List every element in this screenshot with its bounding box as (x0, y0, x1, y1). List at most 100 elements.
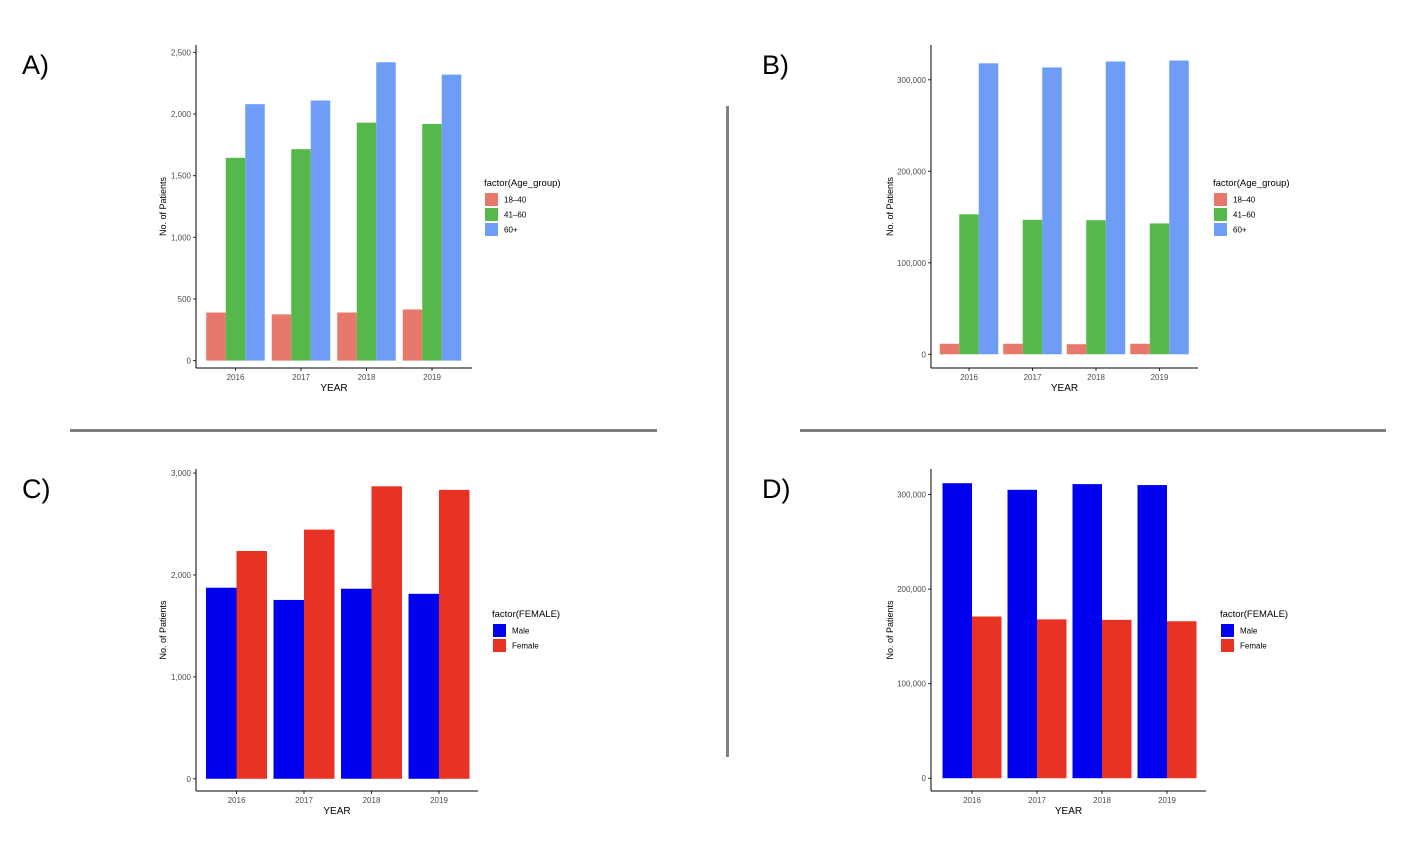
chart-d-ytick-label: 0 (922, 774, 927, 783)
chart-c-bar-2018-female (371, 486, 402, 779)
chart-d-xtick-label: 2017 (1028, 796, 1046, 805)
chart-a-bar-2019-1840 (402, 309, 423, 361)
chart-c-ytick-label: 0 (187, 775, 192, 784)
chart-b-legend-title: factor(Age_group) (1213, 178, 1290, 189)
chart-a-xtick-label: 2017 (292, 373, 310, 382)
chart-b-ytick-label: 300,000 (897, 76, 926, 85)
vertical-divider (726, 106, 729, 757)
chart-d-xtick-label: 2018 (1093, 796, 1111, 805)
chart-d-legend-label: Female (1240, 642, 1267, 651)
chart-d-bar-2019-female (1167, 621, 1197, 779)
chart-c-legend-label: Male (512, 627, 530, 636)
chart-c-legend-key (493, 639, 506, 652)
chart-d-xtick-label: 2019 (1158, 796, 1176, 805)
chart-d-legend-key (1221, 639, 1234, 652)
chart-c-xtick-label: 2017 (295, 796, 313, 805)
chart-a-bar-2017-60 (310, 100, 331, 361)
chart-a-xtick-label: 2019 (423, 373, 441, 382)
chart-c-ytick-label: 1,000 (171, 673, 192, 682)
chart-d-bar-2017-female (1037, 619, 1067, 779)
chart-b-legend-key (1214, 193, 1227, 206)
chart-b-bar-2017-60 (1042, 67, 1062, 355)
chart-c-xtick-label: 2016 (228, 796, 246, 805)
chart-a-bar-2019-60 (441, 74, 462, 361)
chart-a-bar-2017-1840 (271, 314, 292, 361)
chart-a-ytick-label: 2,500 (171, 48, 192, 57)
chart-a-ytick-label: 2,000 (171, 110, 192, 119)
chart-a-bar-2018-4160 (356, 122, 377, 361)
chart-a-xtick-label: 2016 (227, 373, 245, 382)
chart-d-ytick-label: 300,000 (897, 491, 926, 500)
chart-a-bar-2016-4160 (225, 157, 246, 361)
chart-c-bar-2019-female (439, 489, 470, 779)
chart-b-xlabel: YEAR (1051, 383, 1078, 394)
chart-b-legend-label: 60+ (1233, 226, 1247, 235)
chart-b-legend-label: 41–60 (1233, 211, 1256, 220)
horizontal-divider-right (800, 429, 1386, 432)
chart-a-bar-2016-1840 (206, 312, 226, 361)
chart-a-legend-title: factor(Age_group) (484, 178, 561, 189)
chart-d-bar-2019-male (1137, 485, 1167, 779)
chart-c-legend-label: Female (512, 642, 539, 651)
chart-d-ytick-label: 100,000 (897, 680, 926, 689)
chart-b-bar-2016-1840 (939, 343, 960, 355)
chart-c-xtick-label: 2018 (363, 796, 381, 805)
chart-b-bar-2016-60 (978, 63, 999, 355)
chart-d-ytick-label: 200,000 (897, 585, 926, 594)
chart-d-legend-title: factor(FEMALE) (1220, 609, 1288, 620)
chart-d-xtick-label: 2016 (963, 796, 981, 805)
chart-a-legend-label: 60+ (504, 226, 518, 235)
chart-c-ytick-label: 2,000 (171, 571, 192, 580)
panel-label-c: C) (22, 474, 51, 504)
chart-b-bar-2019-1840 (1130, 343, 1150, 355)
chart-c-xtick-label: 2019 (430, 796, 448, 805)
chart-a-xlabel: YEAR (320, 383, 347, 394)
horizontal-divider-left (70, 429, 657, 432)
chart-c-bar-2018-male (341, 588, 372, 779)
chart-d-legend-label: Male (1240, 627, 1258, 636)
panel-label-d: D) (762, 474, 791, 504)
chart-a-ylabel: No. of Patients (158, 176, 168, 236)
chart-a-bar-2017-4160 (291, 149, 311, 361)
chart-b-ytick-label: 0 (922, 350, 927, 359)
chart-a-bar-2018-60 (376, 62, 396, 361)
chart-a-legend-label: 41–60 (504, 211, 527, 220)
chart-c-bar-2017-female (304, 529, 335, 779)
chart-a-bar-2019-4160 (422, 123, 442, 361)
chart-b-bar-2019-60 (1169, 60, 1189, 355)
chart-c-ytick-label: 3,000 (171, 469, 192, 478)
chart-b-xtick-label: 2017 (1024, 373, 1042, 382)
chart-d-xlabel: YEAR (1055, 806, 1082, 817)
chart-c-bar-2019-male (408, 593, 439, 779)
chart-a-xtick-label: 2018 (358, 373, 376, 382)
chart-d-bar-2017-male (1007, 489, 1037, 779)
chart-b-legend-label: 18–40 (1233, 196, 1256, 205)
chart-a-ytick-label: 1,500 (171, 172, 192, 181)
chart-c-bar-2017-male (273, 599, 304, 779)
chart-c-legend-title: factor(FEMALE) (492, 609, 560, 620)
chart-a-ytick-label: 500 (178, 295, 192, 304)
panel-label-b: B) (762, 50, 789, 80)
chart-b-legend-key (1214, 223, 1227, 236)
chart-b-bar-2018-4160 (1086, 220, 1106, 355)
chart-a-ytick-label: 1,000 (171, 233, 192, 242)
chart-b-ytick-label: 200,000 (897, 167, 926, 176)
chart-b-legend-key (1214, 208, 1227, 221)
chart-c-bar-2016-male (206, 587, 237, 779)
chart-a-legend-label: 18–40 (504, 196, 527, 205)
chart-a-bar-2016-60 (245, 104, 265, 361)
chart-d-bar-2018-male (1072, 484, 1102, 779)
chart-a-legend-key (485, 223, 498, 236)
chart-c-legend-key (493, 624, 506, 637)
chart-b-bar-2018-1840 (1066, 344, 1087, 355)
chart-c-ylabel: No. of Patients (158, 600, 168, 660)
chart-b-bar-2017-4160 (1022, 219, 1043, 355)
chart-a-ytick-label: 0 (187, 357, 192, 366)
chart-d-bar-2016-female (972, 616, 1002, 779)
chart-a-legend-key (485, 208, 498, 221)
chart-b-bar-2018-60 (1105, 61, 1126, 355)
chart-b-xtick-label: 2018 (1087, 373, 1105, 382)
chart-b-bar-2019-4160 (1149, 223, 1170, 355)
chart-b-bar-2017-1840 (1003, 343, 1023, 355)
